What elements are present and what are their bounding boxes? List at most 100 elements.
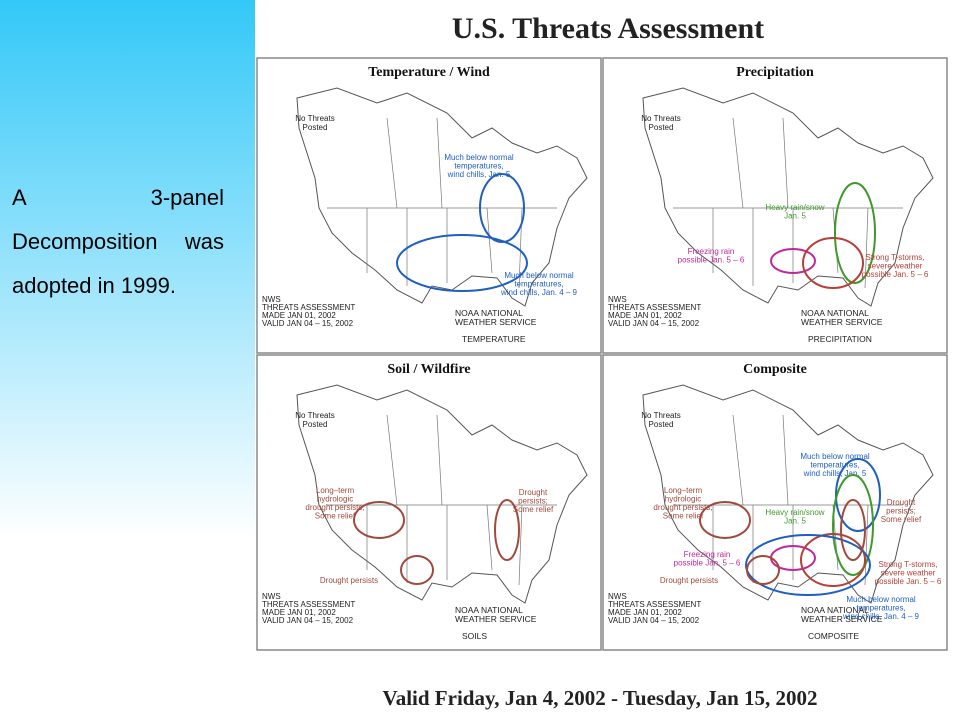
annotation: Some relief [663,512,704,521]
threat-contour [699,501,751,539]
corner-note: Posted [649,420,674,429]
stamp-line: NWS [608,295,627,304]
corner-note: No Threats [295,114,334,123]
stamp-line: THREATS ASSESSMENT [262,303,355,312]
stamp-line: NWS [262,592,281,601]
annotation: temperatures, [810,461,859,470]
annotation: hydrologic [665,495,701,504]
annotation: wind chills, Jan. 5 [803,469,867,478]
corner-note: Posted [303,123,328,132]
figure-footer: Valid Friday, Jan 4, 2002 - Tuesday, Jan… [382,686,817,710]
annotation: possible Jan. 5 – 6 [678,256,745,265]
panel-label: SOILS [462,631,487,641]
panel-frame [602,354,948,651]
threat-contour [479,173,525,243]
stamp-line: MADE JAN 01, 2002 [262,608,336,617]
stamp-line: VALID JAN 04 – 15, 2002 [608,319,700,328]
figure-title: U.S. Threats Assessment [452,12,764,45]
annotation: hydrologic [317,495,353,504]
stamp-line: VALID JAN 04 – 15, 2002 [262,319,354,328]
annotation: Much below normal [800,452,870,461]
annotation: Some relief [513,505,554,514]
stamp-line: THREATS ASSESSMENT [608,600,701,609]
annotation: temperatures, [454,162,503,171]
agency-line: NOAA NATIONAL [455,308,523,318]
annotation: possible Jan. 5 – 6 [862,270,929,279]
annotation: Drought [519,488,548,497]
annotation: possible Jan. 5 – 6 [875,577,942,586]
agency-line: NOAA NATIONAL [801,605,869,615]
map-outline [642,87,934,307]
annotation: drought persists; [305,503,364,512]
agency-line: NOAA NATIONAL [455,605,523,615]
annotation: Strong T-storms, [879,560,938,569]
stamp-line: VALID JAN 04 – 15, 2002 [608,616,700,625]
panel-frame [256,354,602,651]
corner-note: No Threats [641,114,680,123]
annotation: Freezing rain [688,247,735,256]
annotation: Much below normal [846,595,916,604]
stamp-line: THREATS ASSESSMENT [262,600,355,609]
map-outline [642,384,934,604]
agency-line: WEATHER SERVICE [455,614,537,624]
agency-line: NOAA NATIONAL [801,308,869,318]
annotation: Jan. 5 [784,517,806,526]
annotation: Drought [887,498,916,507]
map-outline [296,87,588,307]
agency-line: WEATHER SERVICE [455,317,537,327]
annotation: Heavy rain/snow [765,508,824,517]
stamp-line: VALID JAN 04 – 15, 2002 [262,616,354,625]
stamp-line: NWS [262,295,281,304]
corner-note: Posted [303,420,328,429]
annotation: Much below normal [444,153,514,162]
corner-note: No Threats [641,411,680,420]
panel-title: Soil / Wildfire [387,362,470,377]
threat-contour [770,248,816,274]
annotation: Heavy rain/snow [765,203,824,212]
annotation: severe weather [881,569,936,578]
panel-label: COMPOSITE [808,631,859,641]
panel-title: Precipitation [736,65,814,80]
map-outline [296,384,588,604]
annotation: Some relief [315,512,356,521]
stamp-line: NWS [608,592,627,601]
annotation: temperatures, [514,280,563,289]
threat-contour [840,499,866,561]
annotation: Long–term [316,486,355,495]
side-panel: A 3-panel Decomposition was adopted in 1… [0,0,255,720]
panel-frame [256,57,602,354]
panel-frame [602,57,948,354]
annotation: Drought persists [660,576,718,585]
annotation: Strong T-storms, [866,253,925,262]
annotation: Much below normal [504,271,574,280]
annotation: Jan. 5 [784,212,806,221]
threat-contour [400,555,434,585]
slide-text: A 3-panel Decomposition was adopted in 1… [12,185,224,298]
threat-contour [834,182,876,284]
stamp-line: THREATS ASSESSMENT [608,303,701,312]
stamp-line: MADE JAN 01, 2002 [608,608,682,617]
annotation: Some relief [881,515,922,524]
annotation: wind chills, Jan. 4 – 9 [500,288,578,297]
annotation: wind chills, Jan. 4 – 9 [842,612,920,621]
threat-contour [746,555,780,585]
threat-contour [353,501,405,539]
agency-line: WEATHER SERVICE [801,317,883,327]
threat-contour [494,499,520,561]
figure: U.S. Threats Assessment Valid Friday, Ja… [255,0,960,720]
annotation: possible Jan. 5 – 6 [674,559,741,568]
threat-contour [396,234,528,292]
annotation: temperatures, [856,604,905,613]
panel-label: TEMPERATURE [462,334,526,344]
annotation: severe weather [868,262,923,271]
threat-contour [832,474,874,576]
agency-line: WEATHER SERVICE [801,614,883,624]
panel-label: PRECIPITATION [808,334,872,344]
annotation: Long–term [664,486,703,495]
corner-note: Posted [649,123,674,132]
